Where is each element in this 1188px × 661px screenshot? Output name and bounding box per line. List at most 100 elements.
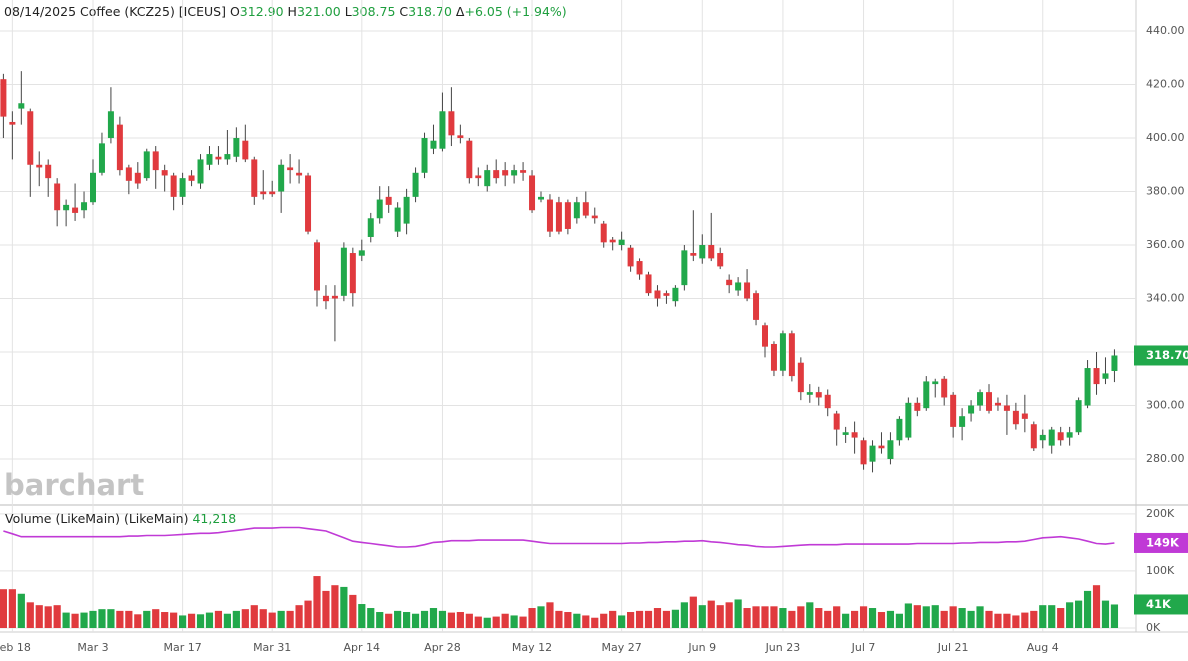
candle-body (45, 164, 52, 179)
candle-body (1021, 413, 1028, 419)
candle-body (367, 218, 374, 237)
candle-body (421, 138, 428, 173)
volume-bar (644, 610, 653, 628)
candle-body (824, 394, 831, 409)
candle-body (932, 381, 939, 385)
volume-bar (349, 594, 357, 628)
candle-body (340, 247, 347, 296)
volume-bar (340, 586, 348, 628)
y-tick-label: 300.00 (1146, 398, 1185, 411)
candle-body (448, 111, 455, 136)
volume-bar (241, 609, 249, 628)
volume-bar (205, 612, 214, 628)
volume-bar (80, 612, 88, 628)
volume-bar (904, 603, 912, 628)
candle-body (27, 111, 34, 165)
candle-body (914, 402, 921, 411)
volume-bar (1012, 615, 1020, 628)
candle-body (484, 170, 491, 187)
candle-body (179, 178, 186, 197)
field-value: 312.90 (240, 4, 284, 19)
candle-body (511, 170, 518, 176)
volume-bar (116, 610, 124, 628)
candle-body (385, 196, 392, 205)
volume-bar (653, 608, 662, 628)
candle-body (1012, 410, 1019, 425)
ma-badge: 149K (1146, 535, 1180, 549)
volume-bar (1048, 605, 1056, 628)
volume-bar (707, 600, 715, 628)
candle-body (699, 245, 706, 259)
candle-body (305, 175, 312, 232)
volume-bar (196, 614, 205, 628)
field-value: 308.75 (352, 4, 396, 19)
candle-body (994, 402, 1001, 406)
candle-body (1039, 434, 1046, 441)
field-key: L (345, 4, 352, 19)
volume-bar (1083, 590, 1092, 628)
candle-body (493, 170, 500, 179)
volume-bar (286, 610, 294, 628)
volume-legend-name: Volume (LikeMain) (LikeMain) (5, 511, 188, 526)
candle-body (502, 170, 509, 176)
candle-body (215, 156, 222, 160)
volume-bar (806, 602, 814, 628)
volume-bar (868, 608, 877, 628)
volume-bar (223, 613, 231, 628)
volume-bar (420, 610, 429, 628)
candle-body (529, 175, 536, 211)
y-tick-label: 280.00 (1146, 452, 1185, 465)
volume-bar (44, 606, 52, 628)
volume-bar (573, 613, 581, 628)
x-tick-label: Jul 7 (851, 641, 876, 654)
volume-bar (161, 612, 169, 628)
y-tick-label: 400.00 (1146, 131, 1185, 144)
volume-bar (53, 605, 61, 628)
field-key: Δ (456, 4, 465, 19)
y2-tick-label: 0K (1146, 621, 1161, 634)
volume-bar (600, 613, 608, 628)
volume-bar (815, 608, 823, 628)
field-value: 318.70 (408, 4, 452, 19)
volume-bar (107, 609, 115, 628)
symbol: 08/14/2025 Coffee (KCZ25) [ICEUS] (4, 4, 226, 19)
volume-bar (555, 610, 563, 628)
watermark: barchart (4, 468, 144, 502)
candle-body (314, 242, 320, 291)
volume-bar (627, 612, 635, 628)
volume-bar (949, 606, 957, 628)
x-tick-label: Mar 3 (77, 641, 108, 654)
ma-badge-box (1134, 532, 1188, 553)
candle-body (582, 202, 589, 216)
candle-body (1048, 429, 1055, 446)
field-value: 321.00 (297, 4, 341, 19)
candle-body (1030, 424, 1037, 449)
candle-body (941, 378, 948, 398)
volume-bar (859, 606, 868, 628)
candle-body (672, 287, 679, 302)
volume-bar (582, 615, 590, 628)
y-tick-label: 340.00 (1146, 292, 1185, 305)
volume-bar (922, 606, 930, 628)
volume-bar (725, 602, 733, 628)
candle-body (636, 261, 643, 275)
candle-body (609, 239, 616, 243)
volume-bar (609, 610, 617, 628)
candle-body (251, 159, 258, 197)
candle-body (627, 247, 634, 267)
candle-body (224, 154, 231, 160)
candle-body (663, 293, 670, 296)
volume-bar (1101, 600, 1110, 628)
candle-body (349, 253, 356, 294)
volume-bar (304, 600, 312, 628)
volume-bar (170, 612, 178, 628)
volume-bar (833, 606, 841, 628)
candle-body (143, 151, 150, 179)
volume-bar (537, 606, 545, 628)
volume-bar (98, 609, 106, 628)
field-key: H (288, 4, 297, 19)
candle-body (134, 172, 141, 184)
volume-bar (358, 604, 366, 628)
candle-body (654, 290, 661, 299)
candle-body (923, 381, 930, 409)
